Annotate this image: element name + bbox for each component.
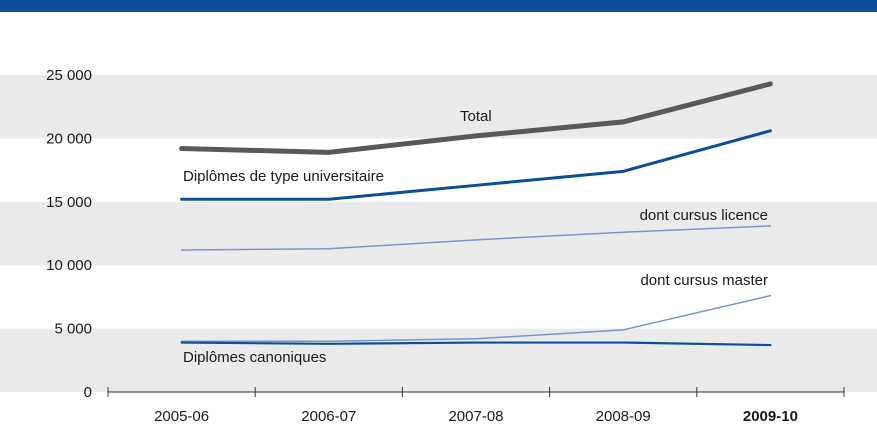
x-tick-label: 2008-09	[596, 408, 651, 425]
series-line	[180, 294, 772, 343]
y-tick-label: 25 000	[46, 67, 92, 84]
x-tick-label: 2007-08	[448, 408, 503, 425]
series-label-cursus-master: dont cursus master	[640, 272, 768, 289]
x-axis	[107, 387, 845, 397]
y-tick-label: 0	[84, 384, 92, 401]
series-line	[180, 341, 772, 347]
series-line	[180, 225, 772, 251]
x-tick-label: 2005-06	[154, 408, 209, 425]
x-tick-label: 2006-07	[301, 408, 356, 425]
y-tick-label: 10 000	[46, 257, 92, 274]
background-band	[0, 328, 877, 392]
series-lines	[179, 81, 773, 347]
background-band	[0, 75, 877, 139]
y-tick-label: 20 000	[46, 130, 92, 147]
y-axis-tick-labels: 0 5 000 10 000 15 000 20 000 25 000	[46, 67, 92, 401]
series-line	[179, 81, 773, 155]
y-tick-label: 5 000	[54, 321, 92, 338]
series-label-cursus-licence: dont cursus licence	[640, 207, 768, 224]
series-label-diplomes-universitaire: Diplômes de type universitaire	[183, 168, 384, 185]
x-tick-label: 2009-10	[743, 408, 798, 425]
header-bar	[0, 0, 877, 12]
background-band	[0, 201, 877, 266]
x-axis-tick-labels: 2005-06 2006-07 2007-08 2008-09 2009-10	[154, 408, 798, 425]
series-label-total: Total	[460, 108, 492, 125]
y-tick-label: 15 000	[46, 194, 92, 211]
series-line	[180, 129, 772, 201]
series-label-diplomes-canoniques: Diplômes canoniques	[183, 349, 326, 366]
